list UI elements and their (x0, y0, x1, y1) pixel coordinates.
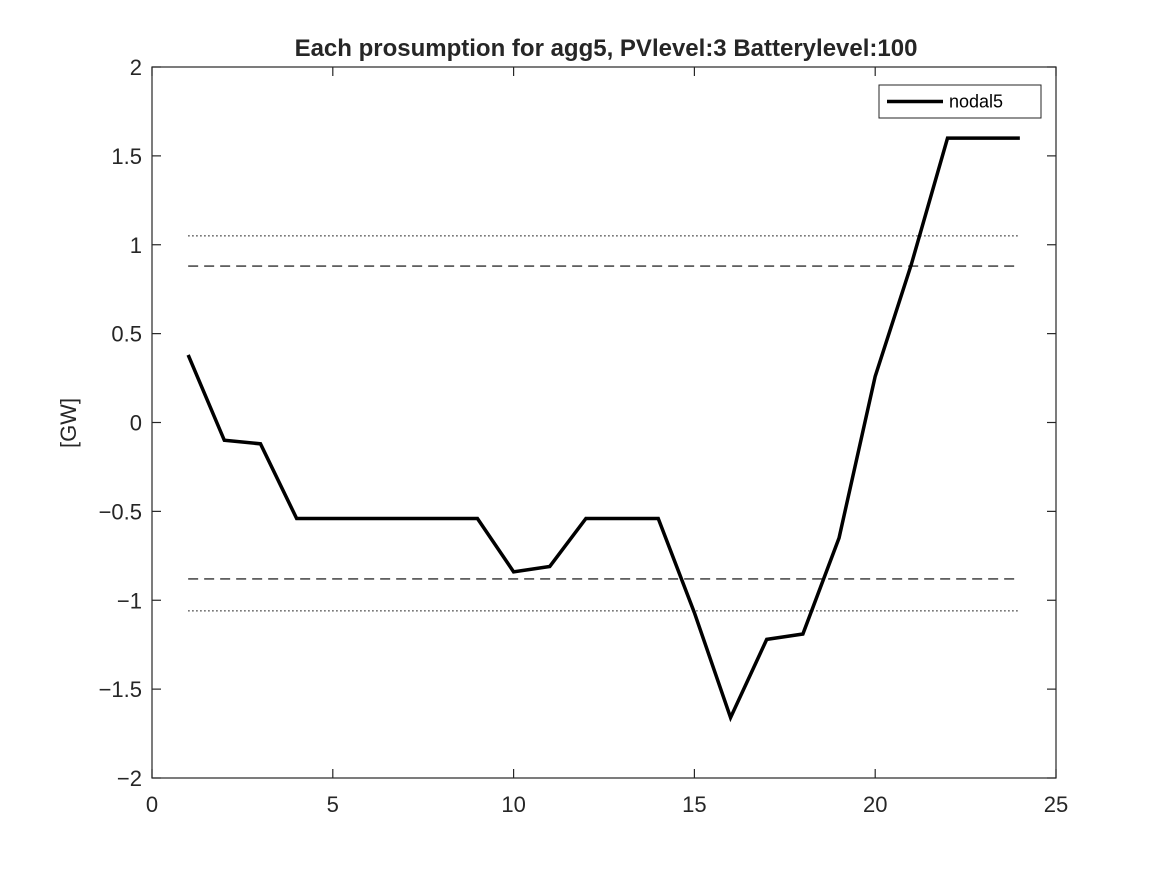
x-tick-label: 15 (682, 792, 706, 817)
y-tick-label: −1.5 (99, 677, 142, 702)
x-tick-label: 0 (146, 792, 158, 817)
y-axis-label: [GW] (56, 398, 81, 448)
y-tick-label: 0.5 (111, 322, 142, 347)
chart-title: Each prosumption for agg5, PVlevel:3 Bat… (295, 35, 918, 62)
y-tick-label: −0.5 (99, 499, 142, 524)
legend: nodal5 (878, 84, 1042, 119)
y-tick-label: −1 (117, 588, 142, 613)
x-tick-label: 5 (327, 792, 339, 817)
series-layer (186, 136, 1020, 723)
x-tick-label: 25 (1044, 792, 1068, 817)
reference-lines (188, 235, 1020, 612)
y-tick-label: 1 (130, 233, 142, 258)
x-tick-label: 20 (863, 792, 887, 817)
x-tick-label: 10 (501, 792, 525, 817)
y-tick-label: 2 (130, 55, 142, 80)
y-tick-label: −2 (117, 766, 142, 791)
ticks: 0 5 10 15 20 25 −2 −1.5 −1 −0.5 0 0.5 1 1.5 2 (99, 55, 1069, 817)
y-tick-label: 0 (130, 411, 142, 436)
legend-label-nodal5: nodal5 (949, 92, 1003, 112)
series-line-nodal5 (186, 136, 1020, 723)
y-tick-label: 1.5 (111, 144, 142, 169)
